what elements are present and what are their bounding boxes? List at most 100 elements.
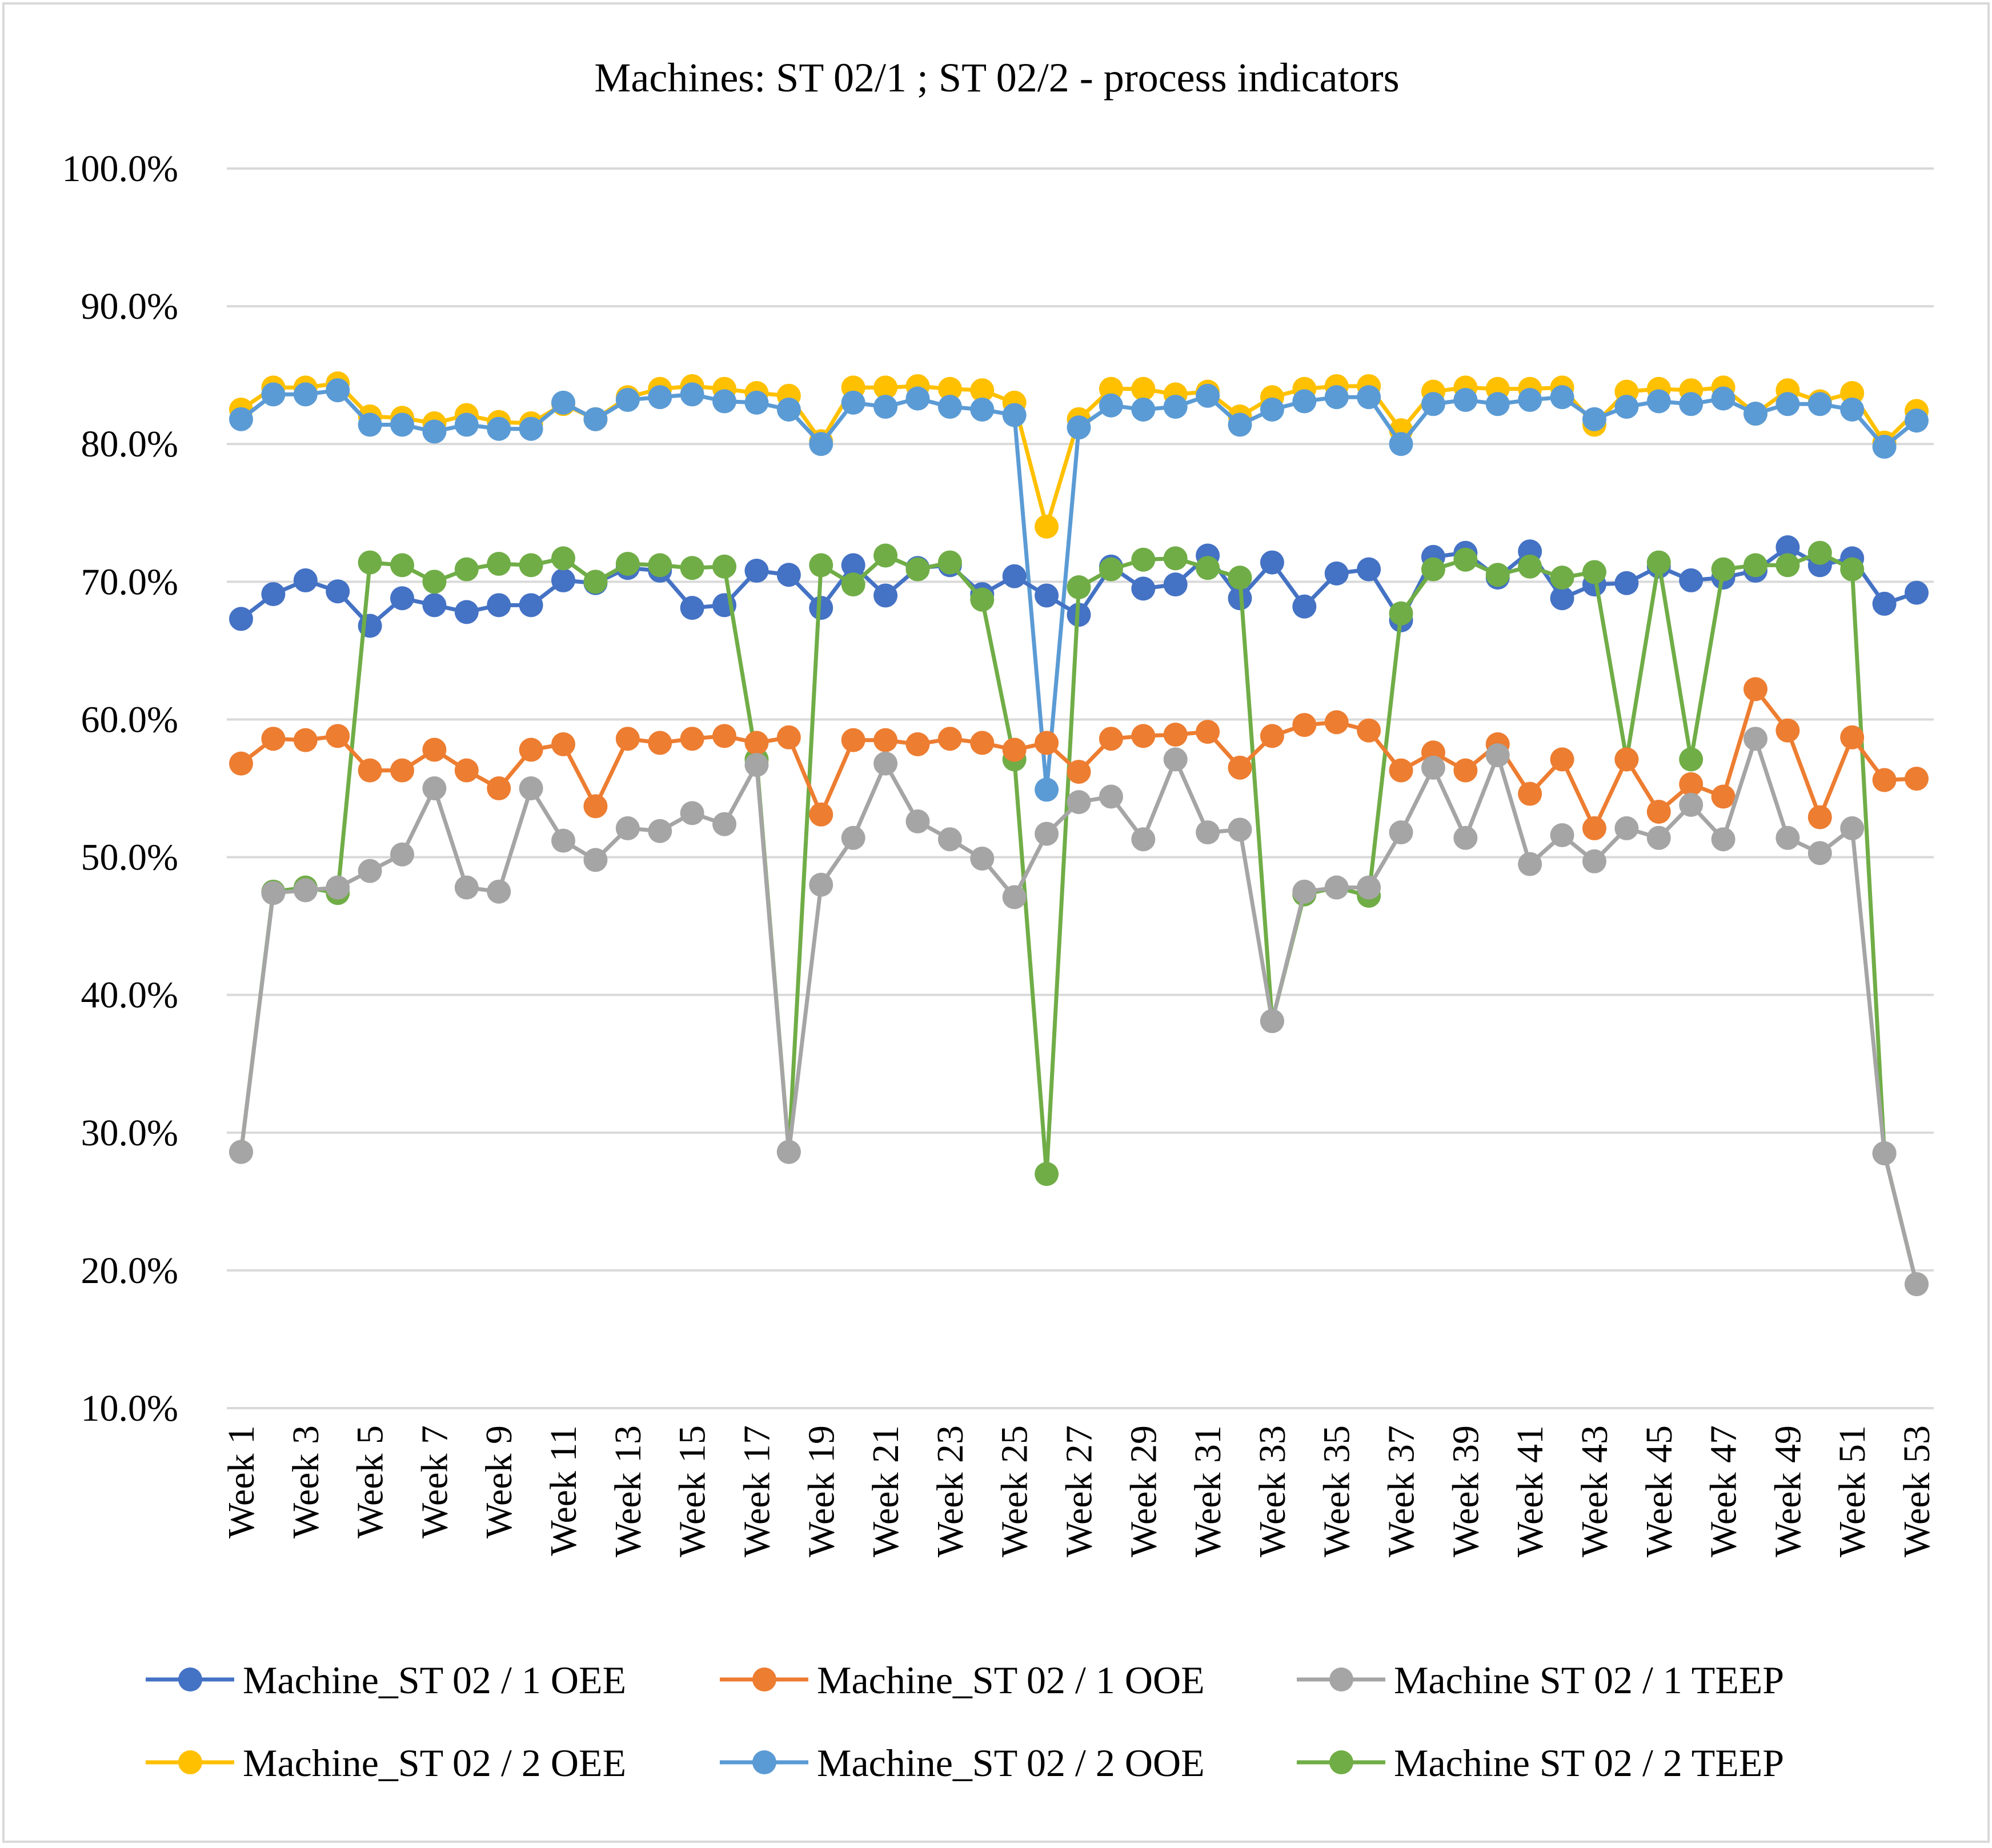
data-point <box>1873 592 1897 616</box>
data-point <box>390 412 414 436</box>
data-point <box>744 559 768 583</box>
data-point <box>1003 737 1027 761</box>
data-point <box>648 385 672 409</box>
chart-svg: Machines: ST 02/1 ; ST 02/2 - process in… <box>0 0 1992 1845</box>
x-tick-label: Week 9 <box>478 1425 520 1538</box>
data-point <box>1808 392 1832 416</box>
data-point <box>1614 395 1638 419</box>
data-point <box>1679 392 1703 416</box>
legend-label: Machine ST 02 / 2 TEEP <box>1394 1741 1784 1785</box>
data-point <box>938 827 962 851</box>
data-point <box>1099 558 1123 582</box>
data-point <box>229 1140 253 1164</box>
legend-label: Machine_ST 02 / 1 OOE <box>817 1658 1205 1702</box>
legend-marker <box>178 1667 202 1691</box>
data-point <box>1228 566 1252 590</box>
data-point <box>616 816 640 840</box>
x-tick-label: Week 49 <box>1767 1425 1809 1557</box>
legend-label: Machine_ST 02 / 2 OEE <box>243 1741 626 1785</box>
data-point <box>1808 805 1832 829</box>
x-tick-label: Week 39 <box>1445 1425 1486 1557</box>
data-point <box>938 727 962 751</box>
data-point <box>1808 841 1832 865</box>
data-point <box>294 568 318 592</box>
data-point <box>616 388 640 412</box>
data-point <box>1775 553 1799 577</box>
x-tick-label: Week 53 <box>1896 1425 1938 1557</box>
x-tick-label: Week 47 <box>1703 1425 1745 1557</box>
data-point <box>422 593 446 617</box>
data-point <box>1067 760 1091 784</box>
data-point <box>1647 389 1671 413</box>
y-tick-label: 50.0% <box>81 837 178 879</box>
legend-marker <box>752 1750 776 1774</box>
data-point <box>1131 576 1155 600</box>
data-point <box>744 731 768 755</box>
x-tick-label: Week 51 <box>1831 1425 1873 1557</box>
data-point <box>455 876 479 900</box>
data-point <box>1357 558 1381 582</box>
x-tick-label: Week 27 <box>1059 1425 1100 1557</box>
data-point <box>873 728 897 752</box>
x-tick-label: Week 21 <box>865 1425 907 1557</box>
data-point <box>938 395 962 419</box>
legend-label: Machine_ST 02 / 2 OOE <box>817 1741 1205 1785</box>
y-tick-label: 10.0% <box>81 1388 178 1429</box>
y-tick-label: 60.0% <box>81 699 178 740</box>
data-point <box>1679 568 1703 592</box>
data-point <box>1196 720 1220 744</box>
data-point <box>1453 759 1477 783</box>
data-point <box>809 553 833 577</box>
data-point <box>1292 595 1316 619</box>
data-point <box>1003 885 1027 909</box>
data-point <box>390 843 414 867</box>
data-point <box>229 752 253 776</box>
data-point <box>1775 392 1799 416</box>
data-point <box>1131 724 1155 748</box>
data-point <box>1357 385 1381 409</box>
data-point <box>1164 546 1188 570</box>
data-point <box>487 593 511 617</box>
data-point <box>1131 398 1155 422</box>
legend-label: Machine ST 02 / 1 TEEP <box>1394 1658 1784 1702</box>
data-point <box>358 551 382 575</box>
data-point <box>1647 551 1671 575</box>
data-point <box>680 596 704 620</box>
data-point <box>1196 384 1220 408</box>
data-point <box>809 873 833 897</box>
x-tick-label: Week 31 <box>1187 1425 1229 1557</box>
data-point <box>455 558 479 582</box>
data-point <box>1518 852 1542 876</box>
data-point <box>1421 558 1445 582</box>
data-point <box>1260 1009 1284 1033</box>
data-point <box>1905 408 1929 432</box>
data-point <box>583 407 607 431</box>
data-point <box>1679 793 1703 817</box>
data-point <box>1808 541 1832 565</box>
data-point <box>583 794 607 818</box>
legend-marker <box>752 1667 776 1691</box>
data-point <box>680 727 704 751</box>
data-point <box>1614 747 1638 771</box>
data-point <box>294 382 318 406</box>
data-point <box>1743 553 1767 577</box>
data-point <box>551 829 575 853</box>
data-point <box>261 382 285 406</box>
data-point <box>777 1140 801 1164</box>
data-point <box>1518 388 1542 412</box>
data-point <box>1743 402 1767 426</box>
data-point <box>1840 725 1864 749</box>
x-tick-label: Week 19 <box>800 1425 842 1557</box>
x-tick-label: Week 15 <box>672 1425 714 1557</box>
data-point <box>809 432 833 456</box>
data-point <box>841 572 865 596</box>
data-point <box>1292 880 1316 904</box>
x-tick-label: Week 1 <box>221 1425 262 1538</box>
data-point <box>1873 768 1897 792</box>
data-point <box>1614 571 1638 595</box>
data-point <box>1164 572 1188 596</box>
data-point <box>1067 790 1091 814</box>
data-point <box>841 826 865 850</box>
data-point <box>422 776 446 800</box>
data-point <box>326 724 350 748</box>
